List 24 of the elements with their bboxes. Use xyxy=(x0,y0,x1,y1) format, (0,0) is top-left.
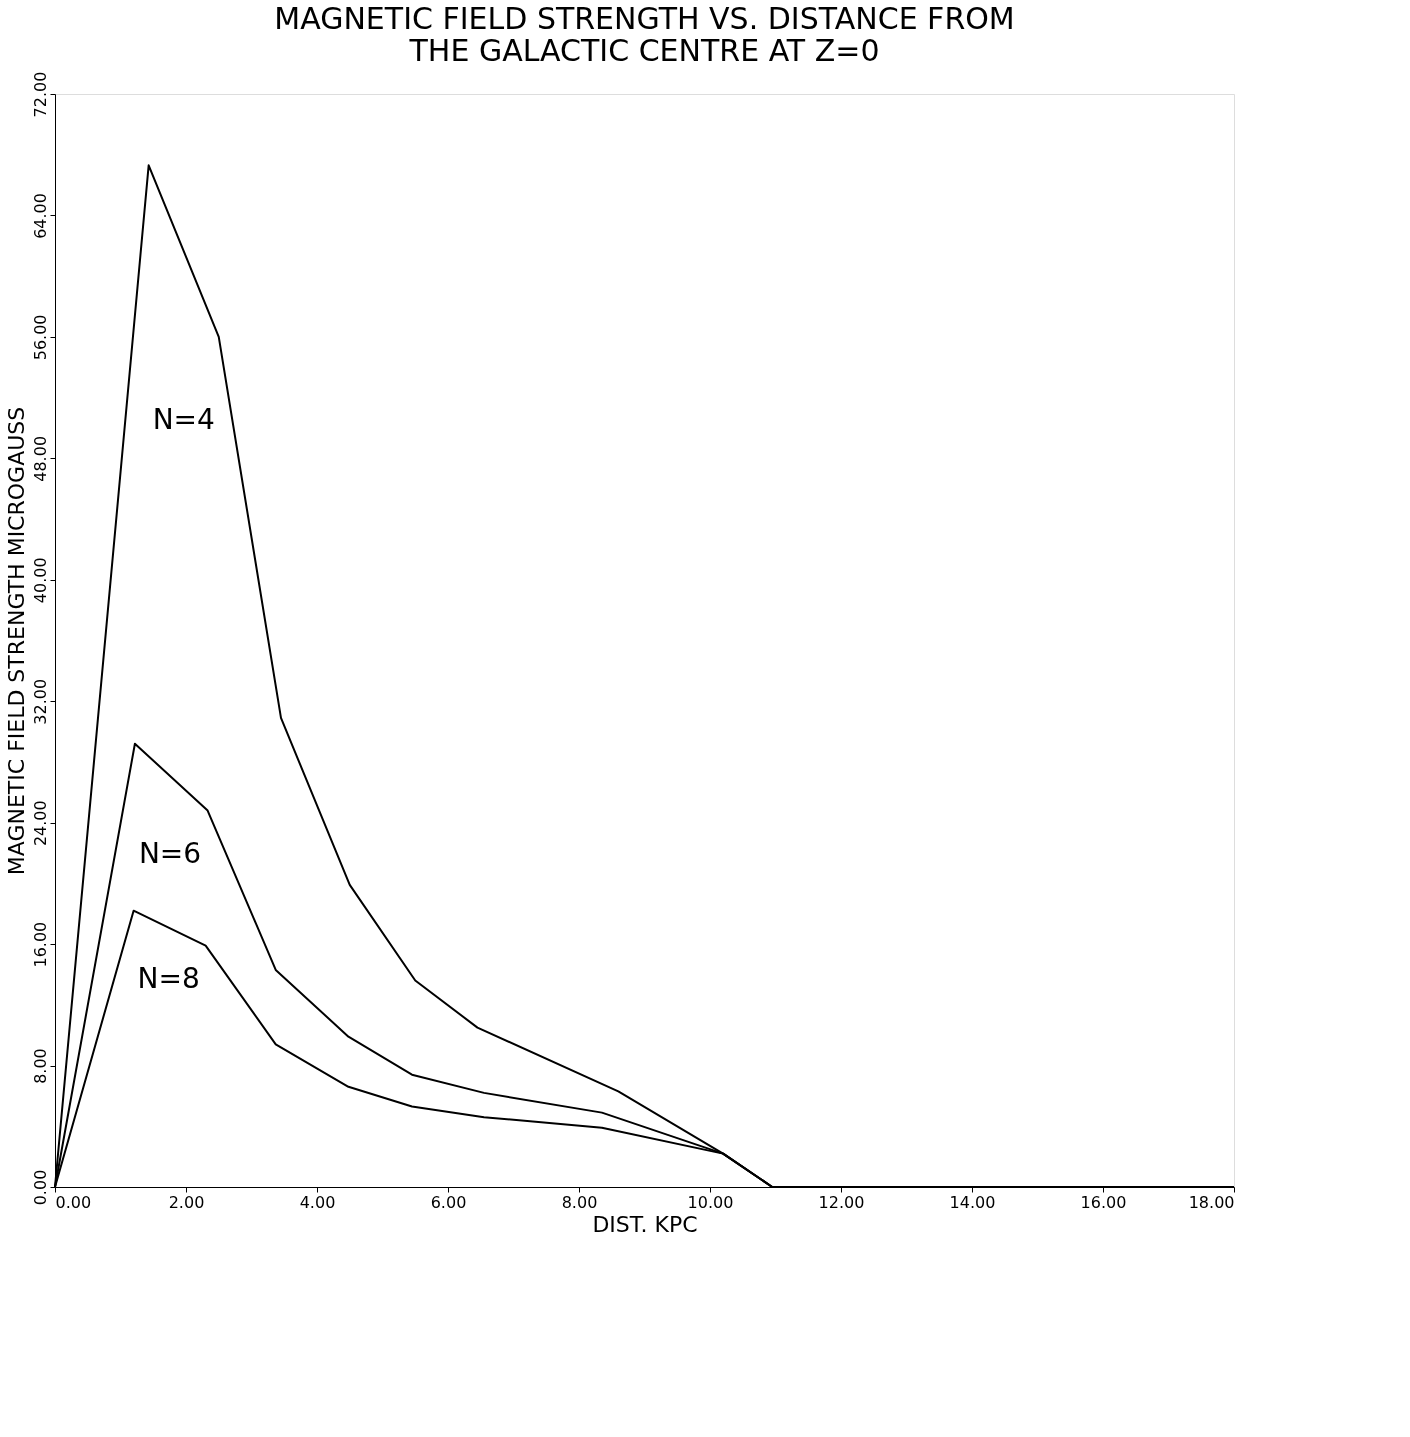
x-tick-label: 2.00 xyxy=(168,1192,205,1212)
x-tick-label: 16.00 xyxy=(1080,1192,1127,1212)
y-axis-title: MAGNETIC FIELD STRENGTH MICROGAUSS xyxy=(3,406,29,876)
x-tick-label: 8.00 xyxy=(561,1192,598,1212)
series-label: N=8 xyxy=(137,961,200,995)
y-tick-label: 48.00 xyxy=(30,435,50,482)
x-tick-label: 0.00 xyxy=(55,1192,92,1212)
x-tick-label: 12.00 xyxy=(818,1192,865,1212)
x-tick-label: 6.00 xyxy=(430,1192,467,1212)
x-axis-title: DIST. KPC xyxy=(592,1211,698,1237)
x-tick-label: 18.00 xyxy=(1188,1192,1235,1212)
y-tick-label: 16.00 xyxy=(30,921,50,968)
y-tick-label: 8.00 xyxy=(30,1048,50,1084)
x-tick-label: 4.00 xyxy=(299,1192,336,1212)
x-tick-label: 10.00 xyxy=(687,1192,734,1212)
y-tick-label: 56.00 xyxy=(30,314,50,361)
y-tick-label: 32.00 xyxy=(30,678,50,725)
y-tick-label: 24.00 xyxy=(30,800,50,847)
x-tick-label: 14.00 xyxy=(949,1192,996,1212)
y-tick-label: 72.00 xyxy=(30,71,50,118)
series-label: N=4 xyxy=(152,402,215,436)
y-tick-label: 64.00 xyxy=(30,193,50,239)
y-tick-label: 40.00 xyxy=(30,557,50,604)
series-label: N=6 xyxy=(138,836,202,870)
